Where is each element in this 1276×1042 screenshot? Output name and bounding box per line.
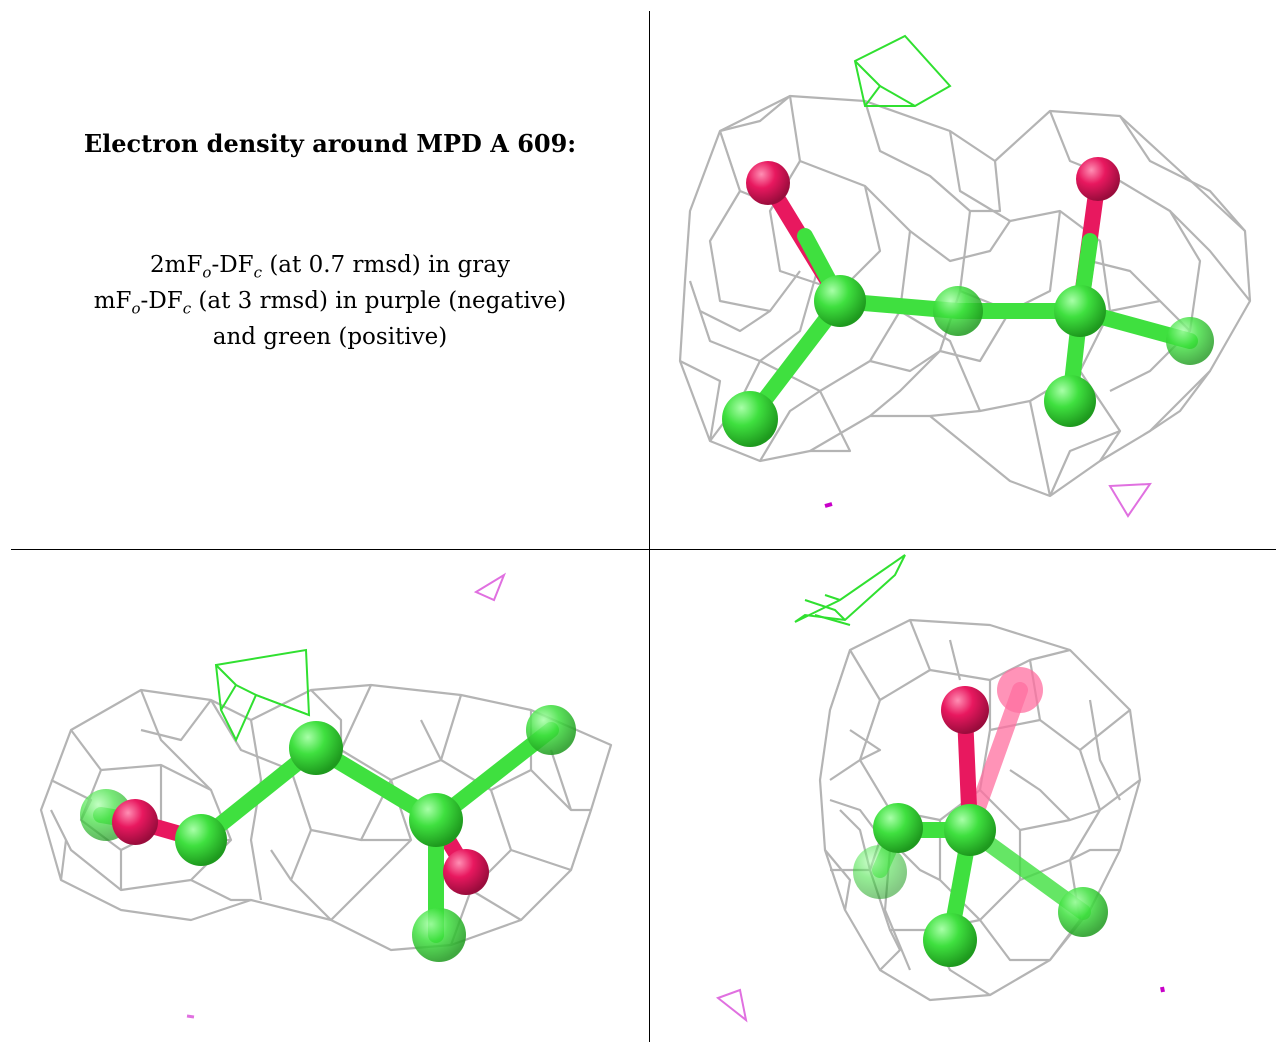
oxygen-atom [1076, 157, 1120, 201]
negative-difference-density [824, 482, 1152, 518]
view-top-right [650, 11, 1276, 549]
carbon-atom [1044, 375, 1096, 427]
carbon-atom [814, 275, 866, 327]
negative-difference-density [186, 572, 507, 1019]
oxygen-atom [746, 161, 790, 205]
density-view-2 [39, 572, 613, 1019]
carbon-atom [873, 803, 923, 853]
carbon-atom [289, 721, 343, 775]
density-view-1 [678, 34, 1252, 518]
carbon-atom [412, 908, 466, 962]
carbon-atom [526, 705, 576, 755]
oxygen-atom [997, 667, 1043, 713]
density-view-3 [715, 554, 1165, 1023]
carbon-atom [933, 286, 983, 336]
table-border-center [649, 11, 650, 1042]
mpd-molecule [80, 705, 576, 962]
negative-difference-density [715, 986, 1165, 1023]
caption-title: Electron density around MPD A 609: [83, 129, 577, 158]
caption-line-2mfo: 2mFo-DFc (at 0.7 rmsd) in gray [150, 252, 510, 282]
carbon-atom [1058, 887, 1108, 937]
carbon-atom [944, 804, 996, 856]
positive-difference-density [794, 554, 906, 626]
caption-line-green: and green (positive) [212, 324, 448, 350]
view-bottom-left [11, 550, 649, 1042]
positive-difference-density [214, 648, 311, 743]
carbon-atom [1166, 317, 1214, 365]
carbon-atom [853, 845, 907, 899]
oxygen-atom [941, 686, 989, 734]
caption-line-mfo: mFo-DFc (at 3 rmsd) in purple (negative) [93, 288, 567, 318]
oxygen-atom [112, 799, 158, 845]
carbon-atom [722, 391, 778, 447]
positive-difference-density [853, 34, 952, 107]
mpd-molecule [722, 157, 1214, 447]
caption-cell: Electron density around MPD A 609: 2mFo-… [11, 11, 649, 549]
table-border-middle [11, 549, 1276, 550]
oxygen-atom [443, 849, 489, 895]
carbon-atom [1054, 285, 1106, 337]
carbon-atom [923, 913, 977, 967]
carbon-atom [409, 793, 463, 847]
view-bottom-right [650, 550, 1276, 1042]
mpd-molecule [853, 667, 1108, 967]
carbon-atom [175, 814, 227, 866]
